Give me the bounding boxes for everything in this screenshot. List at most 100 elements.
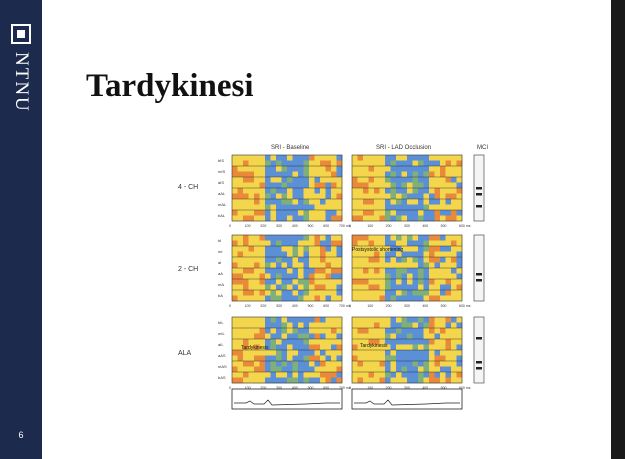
heatmap-cell bbox=[265, 188, 271, 194]
heatmap-cell bbox=[292, 350, 299, 356]
heatmap-cell bbox=[314, 295, 321, 302]
heatmap-cell bbox=[412, 215, 419, 222]
heatmap-cell bbox=[401, 171, 408, 178]
heatmap-cell bbox=[396, 171, 402, 178]
heatmap-cell bbox=[309, 166, 315, 172]
heatmap-cell bbox=[265, 290, 271, 296]
heatmap-cell bbox=[429, 333, 435, 340]
time-tick-label: 300 bbox=[276, 386, 282, 390]
heatmap-cell bbox=[265, 160, 271, 167]
heatmap-cell bbox=[248, 279, 255, 285]
time-tick-label: 400 bbox=[292, 386, 298, 390]
heatmap-cell bbox=[374, 361, 380, 367]
heatmap-cell bbox=[434, 199, 441, 205]
heatmap-cell bbox=[270, 339, 277, 345]
heatmap-cell bbox=[363, 355, 369, 362]
heatmap-cell bbox=[270, 155, 277, 161]
heatmap-cell bbox=[309, 377, 315, 384]
heatmap-cell bbox=[248, 284, 255, 291]
heatmap-cell bbox=[445, 355, 452, 362]
heatmap-cell bbox=[352, 350, 358, 356]
heatmap-cell bbox=[374, 366, 380, 373]
heatmap-cell bbox=[412, 171, 419, 178]
heatmap-cell bbox=[385, 188, 391, 194]
heatmap-cell bbox=[309, 279, 315, 285]
heatmap-cell bbox=[445, 262, 452, 269]
heatmap-cell bbox=[331, 366, 337, 373]
heatmap-cell bbox=[434, 279, 441, 285]
heatmap-cell bbox=[331, 273, 337, 280]
heatmap-cell bbox=[407, 361, 413, 367]
heatmap-cell bbox=[320, 251, 326, 258]
heatmap-cell bbox=[374, 240, 380, 247]
heatmap-cell bbox=[320, 366, 326, 373]
heatmap-cell bbox=[298, 333, 304, 340]
heatmap-cell bbox=[445, 257, 452, 263]
heatmap-cell bbox=[352, 366, 358, 373]
heatmap-cell bbox=[368, 182, 375, 189]
heatmap-cell bbox=[336, 204, 343, 211]
time-tick-label: 300 bbox=[404, 386, 410, 390]
heatmap-cell bbox=[303, 339, 310, 345]
heatmap-cell bbox=[451, 273, 457, 280]
heatmap-cell bbox=[292, 155, 299, 161]
annotation-tardykinesis-occlusion: Tardykinesis bbox=[360, 343, 388, 349]
heatmap-cell bbox=[281, 322, 288, 329]
heatmap-cell bbox=[456, 355, 463, 362]
heatmap-cell bbox=[276, 355, 282, 362]
heatmap-cell bbox=[320, 177, 326, 183]
heatmap-cell bbox=[281, 295, 288, 302]
heatmap-cell bbox=[276, 193, 282, 200]
heatmap-cell bbox=[232, 328, 238, 334]
heatmap-cell bbox=[374, 262, 380, 269]
heatmap-cell bbox=[396, 251, 402, 258]
heatmap-cell bbox=[357, 328, 364, 334]
heatmap-cell bbox=[314, 355, 321, 362]
heatmap-cell bbox=[401, 290, 408, 296]
heatmap-cell bbox=[440, 182, 446, 189]
heatmap-cell bbox=[451, 182, 457, 189]
heatmap-cell bbox=[429, 204, 435, 211]
heatmap-cell bbox=[412, 295, 419, 302]
heatmap-cell bbox=[254, 290, 260, 296]
heatmap-cell bbox=[298, 251, 304, 258]
heatmap-cell bbox=[396, 240, 402, 247]
heatmap-cell bbox=[265, 257, 271, 263]
heatmap-cell bbox=[368, 355, 375, 362]
heatmap-cell bbox=[303, 355, 310, 362]
heatmap-cell bbox=[396, 268, 402, 274]
heatmap-cell bbox=[401, 193, 408, 200]
heatmap-cell bbox=[390, 155, 397, 161]
heatmap-cell bbox=[407, 171, 413, 178]
heatmap-cell bbox=[314, 160, 321, 167]
heatmap-cell bbox=[368, 284, 375, 291]
heatmap-cell bbox=[259, 377, 266, 384]
heatmap-cell bbox=[407, 193, 413, 200]
heatmap-cell bbox=[281, 251, 288, 258]
heatmap-cell bbox=[320, 273, 326, 280]
heatmap-cell bbox=[259, 339, 266, 345]
mci-mark bbox=[476, 187, 482, 190]
heatmap-cell bbox=[451, 246, 457, 252]
heatmap-cell bbox=[336, 240, 343, 247]
heatmap-cell bbox=[254, 366, 260, 373]
heatmap-cell bbox=[429, 193, 435, 200]
heatmap-cell bbox=[418, 355, 424, 362]
heatmap-cell bbox=[281, 210, 288, 216]
heatmap-cell bbox=[440, 257, 446, 263]
time-tick-label: 500 bbox=[308, 304, 314, 308]
heatmap-cell bbox=[265, 204, 271, 211]
heatmap-cell bbox=[243, 182, 249, 189]
heatmap-cell bbox=[363, 322, 369, 329]
heatmap-cell bbox=[385, 166, 391, 172]
heatmap-cell bbox=[309, 204, 315, 211]
heatmap-cell bbox=[265, 355, 271, 362]
segment-label: mIS bbox=[218, 169, 225, 174]
heatmap-cell bbox=[434, 188, 441, 194]
heatmap-cell bbox=[357, 284, 364, 291]
heatmap-cell bbox=[292, 284, 299, 291]
heatmap-cell bbox=[396, 177, 402, 183]
heatmap-cell bbox=[287, 322, 293, 329]
heatmap-cell bbox=[396, 215, 402, 222]
heatmap-cell bbox=[281, 328, 288, 334]
